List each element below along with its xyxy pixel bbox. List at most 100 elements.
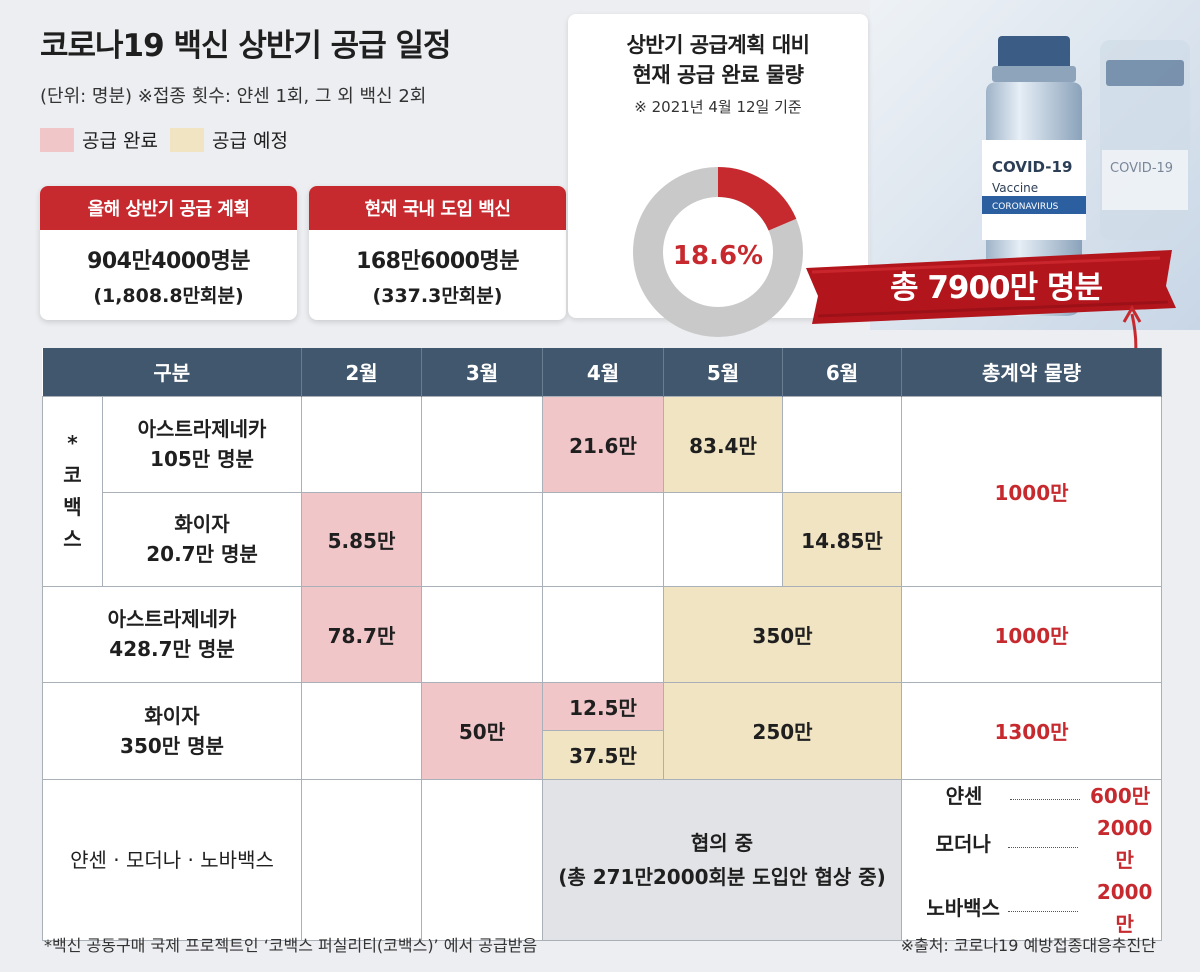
donut-value-label: 18.6% bbox=[673, 241, 763, 271]
cell-empty bbox=[663, 491, 783, 587]
leader-dots bbox=[1008, 834, 1079, 848]
legend-done-swatch bbox=[40, 127, 74, 152]
cell-planned: 37.5만 bbox=[543, 730, 663, 779]
stat-plan-head: 올해 상반기 공급 계획 bbox=[40, 186, 297, 230]
total-value: 2000만 bbox=[1096, 815, 1153, 872]
legend-planned-label: 공급 예정 bbox=[211, 130, 288, 152]
footnote: *백신 공동구매 국제 프로젝트인 ‘코백스 퍼실리티(코백스)’ 에서 공급받… bbox=[44, 936, 538, 955]
table-row: 아스트라제네카 428.7만 명분 78.7만 350만 1000만 bbox=[42, 585, 1162, 683]
stat-imported-card: 현재 국내 도입 백신 168만6000명분 (337.3만회분) bbox=[309, 186, 566, 320]
col-header-category: 구분 bbox=[42, 348, 302, 396]
cell-planned: 14.85만 bbox=[782, 491, 902, 587]
col-header-mar: 3월 bbox=[421, 348, 543, 396]
legend-done-label: 공급 완료 bbox=[82, 130, 158, 152]
negotiation-label: 협의 중 bbox=[690, 830, 754, 855]
vial-label-coronavirus: CORONAVIRUS bbox=[992, 202, 1059, 212]
total-name: 모더나 bbox=[935, 831, 991, 856]
cell-empty bbox=[301, 395, 422, 493]
cell-others-totals: 얀센 600만 모더나 2000만 노바백스 2000만 bbox=[901, 778, 1162, 941]
total-janssen: 얀센 600만 bbox=[918, 780, 1161, 812]
source-note: ※출처: 코로나19 예방접종대응추진단 bbox=[900, 936, 1156, 955]
cell-done: 12.5만 bbox=[543, 682, 663, 730]
stat-plan-main: 904만4000명분 bbox=[87, 249, 250, 274]
row-amount: 350만 명분 bbox=[120, 733, 224, 758]
row-amount: 105만 명분 bbox=[150, 447, 254, 471]
cell-total: 1000만 bbox=[901, 395, 1162, 587]
total-moderna: 모더나 2000만 bbox=[918, 812, 1161, 876]
col-header-total: 총계약 물량 bbox=[901, 348, 1162, 396]
cell-done: 50만 bbox=[421, 681, 543, 780]
leader-dots bbox=[1010, 786, 1080, 800]
donut-chart: 18.6% bbox=[633, 167, 803, 337]
unit-note: (단위: 명분) ※접종 횟수: 얀센 1회, 그 외 백신 2회 bbox=[40, 86, 427, 107]
gauge-title-1: 상반기 공급계획 대비 bbox=[626, 33, 810, 57]
cell-empty bbox=[542, 491, 664, 587]
row-label-others: 얀센 · 모더나 · 노바백스 bbox=[42, 778, 302, 941]
row-label-covax-az: 아스트라제네카 105만 명분 bbox=[102, 395, 302, 493]
cell-total: 1300만 bbox=[901, 681, 1162, 780]
vaccine-photo: COVID-19 COVID-19 Vaccine CORONAVIRUS bbox=[870, 0, 1200, 330]
gauge-title-2: 현재 공급 완료 물량 bbox=[632, 63, 805, 87]
covax-group-text: * 코 백 스 bbox=[63, 431, 82, 551]
cell-apr-split: 12.5만 37.5만 bbox=[542, 681, 664, 780]
page-title: 코로나19 백신 상반기 공급 일정 bbox=[40, 28, 452, 64]
stat-imported-head: 현재 국내 도입 백신 bbox=[309, 186, 566, 230]
row-name: 화이자 bbox=[174, 512, 230, 536]
table-header-row: 구분 2월 3월 4월 5월 6월 총계약 물량 bbox=[42, 348, 1162, 396]
vial-label-covid: COVID-19 bbox=[992, 158, 1072, 176]
legend-done: 공급 완료 bbox=[40, 126, 158, 153]
col-header-may: 5월 bbox=[663, 348, 783, 396]
cell-empty bbox=[301, 681, 422, 780]
row-label-az: 아스트라제네카 428.7만 명분 bbox=[42, 585, 302, 683]
table-row: 화이자 350만 명분 50만 12.5만 37.5만 250만 1300만 bbox=[42, 681, 1162, 780]
cell-planned: 350만 bbox=[663, 585, 902, 683]
table-row: 얀센 · 모더나 · 노바백스 협의 중 (총 271만2000회분 도입안 협… bbox=[42, 778, 1162, 941]
stat-imported-sub: (337.3만회분) bbox=[372, 285, 503, 307]
cell-planned: 83.4만 bbox=[663, 395, 783, 493]
total-value: 600만 bbox=[1090, 783, 1151, 808]
cell-empty bbox=[421, 395, 543, 493]
vial-label-vaccine: Vaccine bbox=[992, 181, 1038, 195]
stat-imported-main: 168만6000명분 bbox=[356, 249, 519, 274]
negotiation-note: (총 271만2000회분 도입안 협상 중) bbox=[558, 864, 886, 889]
row-name: 화이자 bbox=[144, 703, 200, 728]
cell-empty bbox=[301, 778, 422, 941]
cell-negotiation: 협의 중 (총 271만2000회분 도입안 협상 중) bbox=[542, 778, 902, 941]
covax-group-label: * 코 백 스 bbox=[42, 395, 103, 587]
vial2-label: COVID-19 bbox=[1110, 161, 1173, 176]
row-name: 아스트라제네카 bbox=[137, 417, 267, 441]
table-row: * 코 백 스 아스트라제네카 105만 명분 21.6만 83.4만 1000만 bbox=[42, 395, 1162, 587]
col-header-jun: 6월 bbox=[782, 348, 902, 396]
cell-empty bbox=[421, 778, 543, 941]
cell-done: 78.7만 bbox=[301, 585, 422, 683]
legend-planned: 공급 예정 bbox=[169, 126, 288, 153]
cell-done: 5.85만 bbox=[301, 491, 422, 587]
gauge-note: ※ 2021년 4월 12일 기준 bbox=[634, 98, 802, 116]
legend-planned-swatch bbox=[169, 127, 204, 152]
legend: 공급 완료 공급 예정 bbox=[40, 126, 288, 153]
total-name: 얀센 bbox=[945, 783, 983, 808]
cell-empty bbox=[542, 585, 664, 683]
row-amount: 428.7만 명분 bbox=[109, 637, 235, 661]
cell-done: 21.6만 bbox=[542, 395, 664, 493]
donut-done-arc bbox=[633, 167, 803, 337]
stat-plan-sub: (1,808.8만회분) bbox=[93, 285, 244, 307]
row-name: 아스트라제네카 bbox=[107, 607, 237, 631]
col-header-apr: 4월 bbox=[542, 348, 664, 396]
supply-table: 구분 2월 3월 4월 5월 6월 총계약 물량 * 코 백 스 아스트라제네카 105… bbox=[42, 348, 1162, 941]
cell-planned: 250만 bbox=[663, 681, 902, 780]
gauge-card: 상반기 공급계획 대비 현재 공급 완료 물량 ※ 2021년 4월 12일 기… bbox=[568, 14, 868, 337]
cell-empty bbox=[782, 395, 902, 493]
col-header-feb: 2월 bbox=[301, 348, 422, 396]
total-value: 2000만 bbox=[1096, 879, 1153, 936]
total-novavax: 노바백스 2000만 bbox=[918, 876, 1161, 940]
row-label-covax-pfizer: 화이자 20.7만 명분 bbox=[102, 491, 302, 587]
cell-empty bbox=[421, 585, 543, 683]
leader-dots bbox=[1008, 898, 1079, 912]
cell-total: 1000만 bbox=[901, 585, 1162, 683]
stat-plan-card: 올해 상반기 공급 계획 904만4000명분 (1,808.8만회분) bbox=[40, 186, 297, 320]
row-label-pfizer: 화이자 350만 명분 bbox=[42, 681, 302, 780]
row-amount: 20.7만 명분 bbox=[146, 542, 258, 566]
total-name: 노바백스 bbox=[926, 895, 1000, 920]
cell-empty bbox=[421, 491, 543, 587]
